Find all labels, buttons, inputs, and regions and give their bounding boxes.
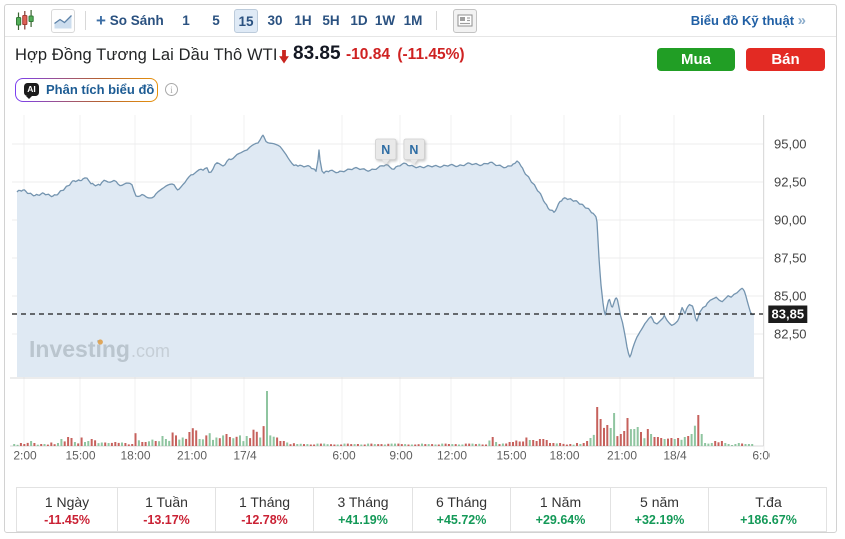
- svg-text:18:00: 18:00: [549, 449, 579, 463]
- svg-text:18/4: 18/4: [663, 449, 687, 463]
- svg-text:Investing: Investing: [29, 336, 130, 362]
- svg-text:85,00: 85,00: [774, 289, 807, 304]
- svg-text:15:00: 15:00: [496, 449, 526, 463]
- svg-text:95,00: 95,00: [774, 137, 807, 152]
- svg-text:2:00: 2:00: [13, 449, 37, 463]
- svg-text:9:00: 9:00: [389, 449, 413, 463]
- svg-text:17/4: 17/4: [233, 449, 257, 463]
- svg-text:18:00: 18:00: [120, 449, 150, 463]
- svg-text:6:00: 6:00: [752, 449, 776, 463]
- svg-text:N: N: [409, 143, 418, 157]
- svg-text:15:00: 15:00: [65, 449, 95, 463]
- svg-text:21:00: 21:00: [177, 449, 207, 463]
- svg-text:82,50: 82,50: [774, 327, 807, 342]
- svg-text:83,85: 83,85: [772, 307, 805, 322]
- svg-text:87,50: 87,50: [774, 251, 807, 266]
- svg-text:6:00: 6:00: [332, 449, 356, 463]
- svg-text:21:00: 21:00: [607, 449, 637, 463]
- svg-text:92,50: 92,50: [774, 175, 807, 190]
- svg-text:12:00: 12:00: [437, 449, 467, 463]
- svg-text:90,00: 90,00: [774, 213, 807, 228]
- svg-text:.com: .com: [131, 341, 170, 361]
- svg-text:N: N: [381, 143, 390, 157]
